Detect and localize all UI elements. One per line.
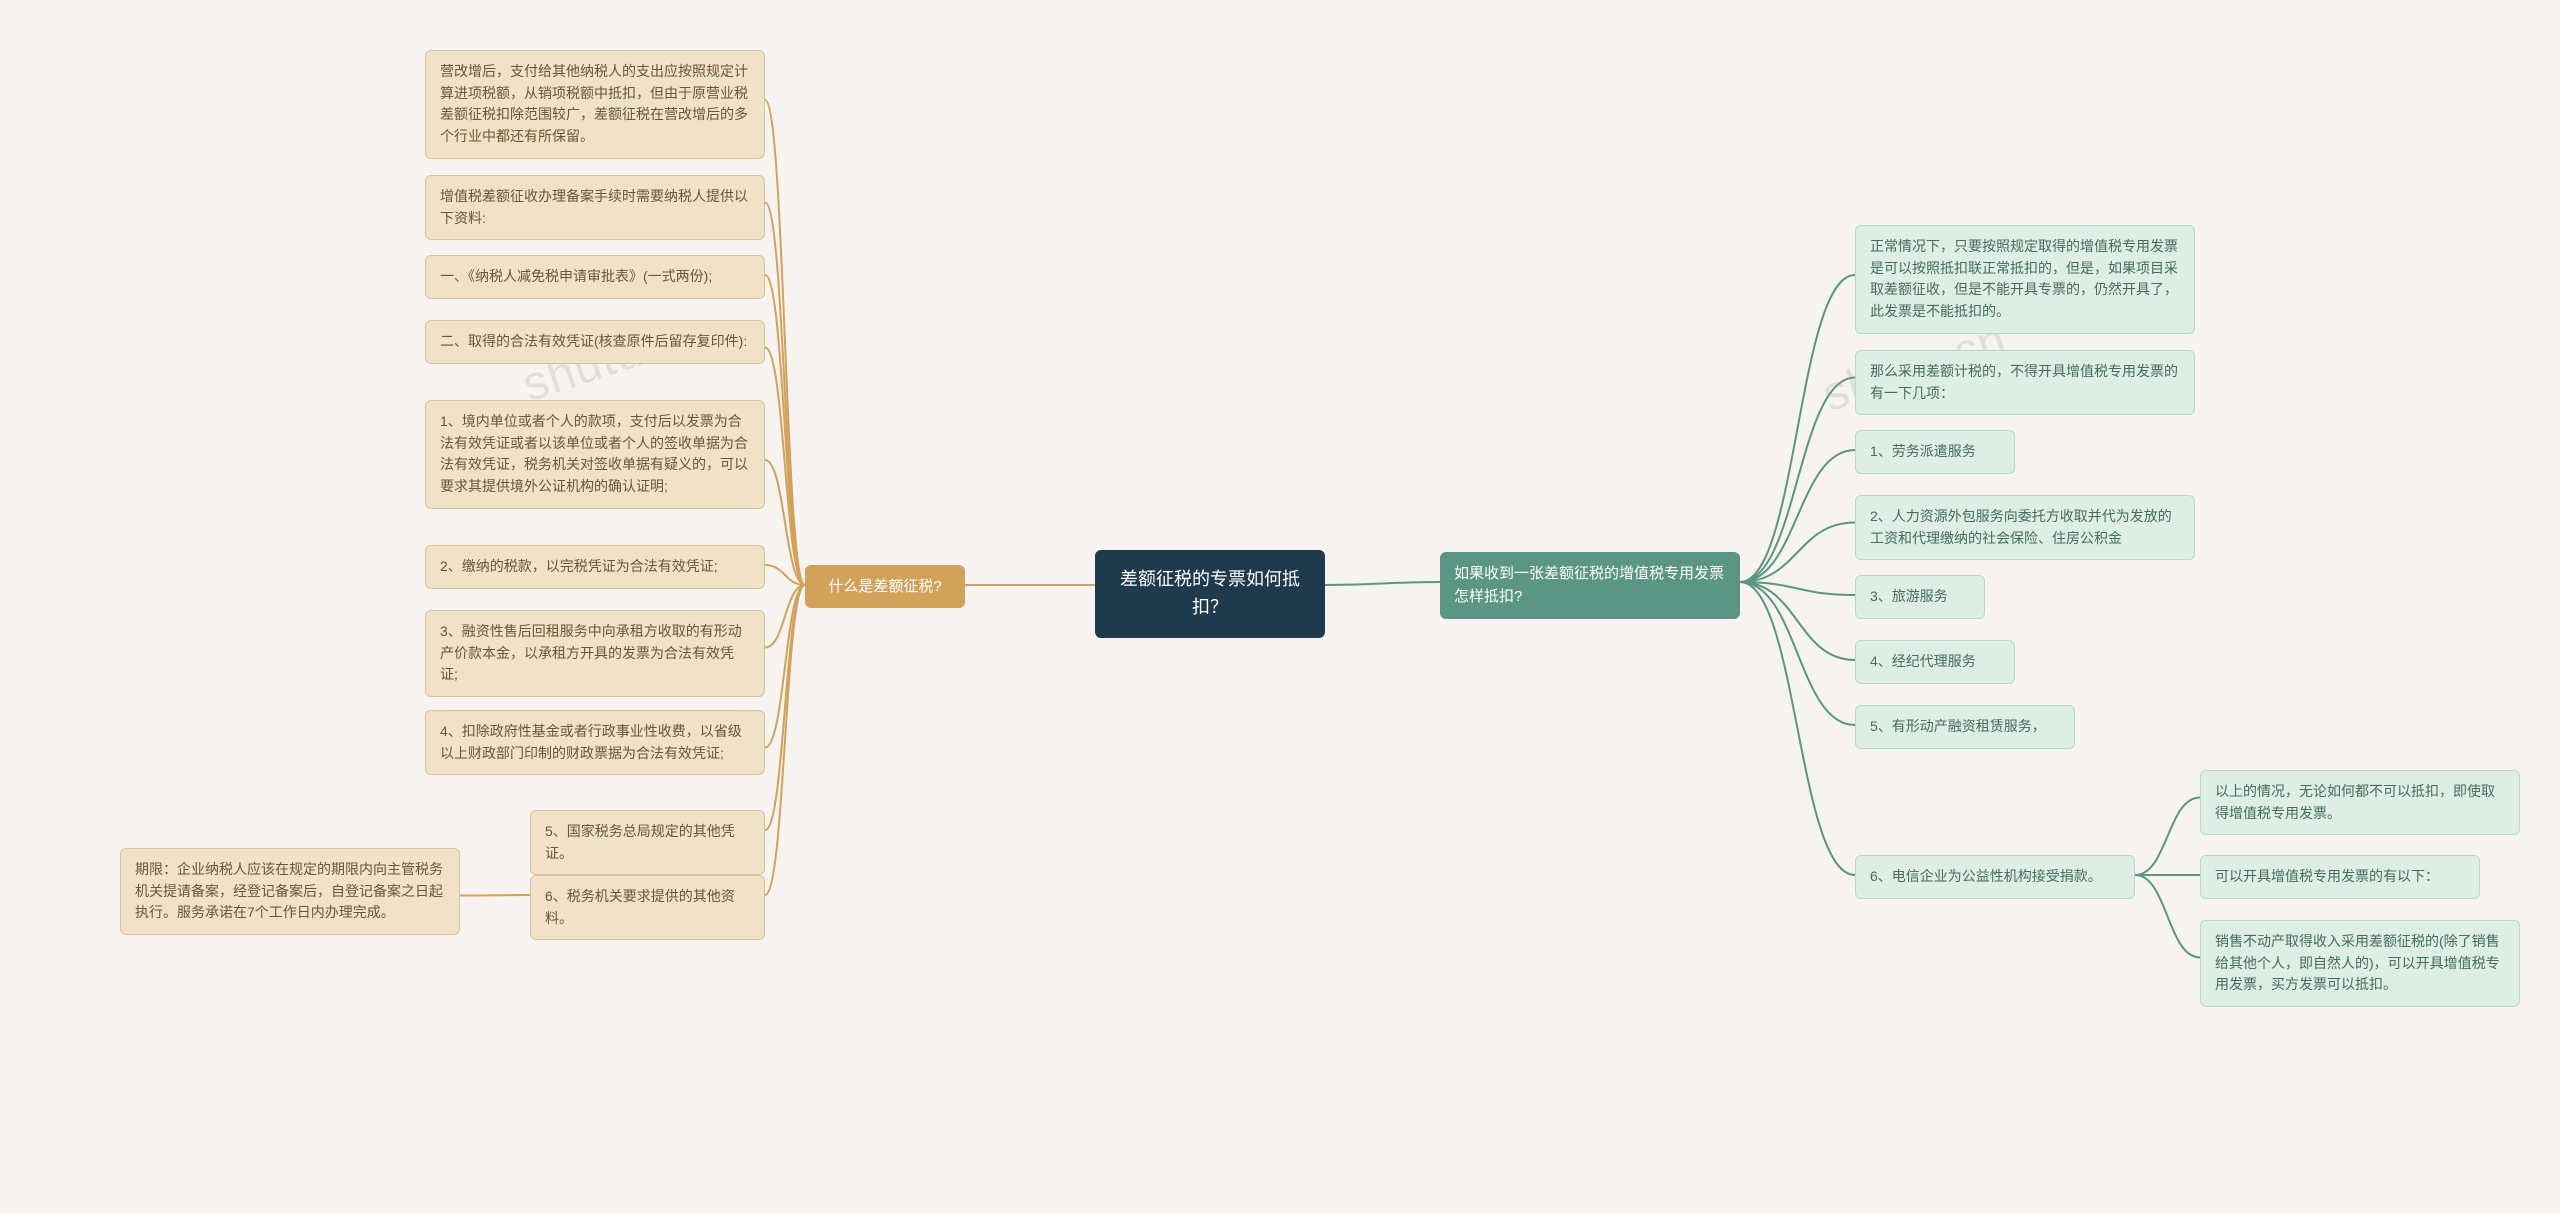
right-grandleaf-0: 以上的情况，无论如何都不可以抵扣，即使取得增值税专用发票。 [2200, 770, 2520, 835]
left-leaf-9: 6、税务机关要求提供的其他资料。 [530, 875, 765, 940]
right-grandleaf-2: 销售不动产取得收入采用差额征税的(除了销售给其他个人，即自然人的)，可以开具增值… [2200, 920, 2520, 1007]
left-leaf-6: 3、融资性售后回租服务中向承租方收取的有形动产价款本金，以承租方开具的发票为合法… [425, 610, 765, 697]
left-leaf-7: 4、扣除政府性基金或者行政事业性收费，以省级以上财政部门印制的财政票据为合法有效… [425, 710, 765, 775]
left-leaf-4: 1、境内单位或者个人的款项，支付后以发票为合法有效凭证或者以该单位或者个人的签收… [425, 400, 765, 509]
left-leaf-0: 营改增后，支付给其他纳税人的支出应按照规定计算进项税额，从销项税额中抵扣，但由于… [425, 50, 765, 159]
right-leaf-5: 4、经纪代理服务 [1855, 640, 2015, 684]
left-leaf-1: 增值税差额征收办理备案手续时需要纳税人提供以下资料: [425, 175, 765, 240]
right-leaf-3: 2、人力资源外包服务向委托方收取并代为发放的工资和代理缴纳的社会保险、住房公积金 [1855, 495, 2195, 560]
right-leaf-0: 正常情况下，只要按照规定取得的增值税专用发票是可以按照抵扣联正常抵扣的，但是，如… [1855, 225, 2195, 334]
right-grandleaf-1: 可以开具增值税专用发票的有以下： [2200, 855, 2480, 899]
left-leaf-2: 一、《纳税人减免税申请审批表》(一式两份); [425, 255, 765, 299]
left-branch: 什么是差额征税? [805, 565, 965, 608]
left-leaf-3: 二、取得的合法有效凭证(核查原件后留存复印件): [425, 320, 765, 364]
right-branch: 如果收到一张差额征税的增值税专用发票怎样抵扣? [1440, 552, 1740, 619]
right-leaf-1: 那么采用差额计税的，不得开具增值税专用发票的有一下几项： [1855, 350, 2195, 415]
left-grandleaf: 期限：企业纳税人应该在规定的期限内向主管税务机关提请备案，经登记备案后，自登记备… [120, 848, 460, 935]
mindmap-canvas: shutu.cnshutu.cn差额征税的专票如何抵扣？什么是差额征税?如果收到… [0, 0, 2560, 1213]
left-leaf-5: 2、缴纳的税款，以完税凭证为合法有效凭证; [425, 545, 765, 589]
right-leaf-7: 6、电信企业为公益性机构接受捐款。 [1855, 855, 2135, 899]
right-leaf-2: 1、劳务派遣服务 [1855, 430, 2015, 474]
left-leaf-8: 5、国家税务总局规定的其他凭证。 [530, 810, 765, 875]
right-leaf-4: 3、旅游服务 [1855, 575, 1985, 619]
right-leaf-6: 5、有形动产融资租赁服务， [1855, 705, 2075, 749]
center-topic: 差额征税的专票如何抵扣？ [1095, 550, 1325, 638]
